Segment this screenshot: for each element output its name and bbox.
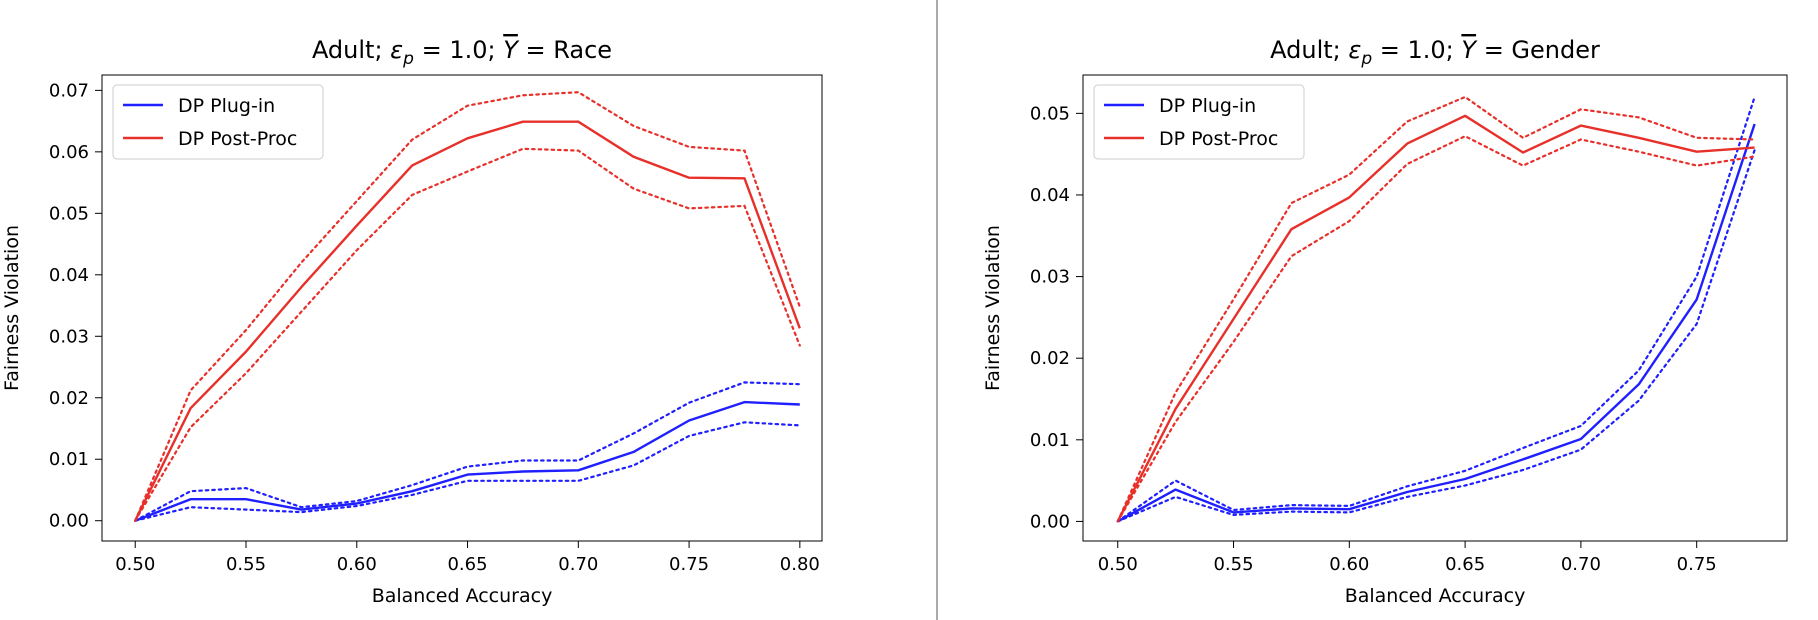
- y-tick-label: 0.06: [49, 142, 89, 163]
- y-tick-label: 0.05: [49, 203, 89, 224]
- series-lower-bound-line: [1116, 134, 1756, 523]
- y-axis-label: Fairness Violation: [1, 225, 23, 391]
- x-tick-label: 0.70: [1561, 554, 1601, 575]
- legend-box: [1093, 84, 1305, 160]
- legend-label: DP Post-Proc: [1159, 128, 1278, 150]
- y-tick-label: 0.02: [1030, 348, 1070, 369]
- legend-box: [112, 84, 324, 160]
- plot-frame: [101, 74, 823, 542]
- y-tick-label: 0.04: [49, 265, 89, 286]
- series-lower-bound-line: [134, 147, 801, 522]
- x-tick-label: 0.75: [1677, 554, 1717, 575]
- x-tick-label: 0.70: [558, 554, 598, 575]
- title-part: ε: [390, 36, 403, 64]
- x-axis-label: Balanced Accuracy: [372, 585, 553, 607]
- series-mean-line: [1116, 114, 1755, 522]
- x-tick-label: 0.50: [1098, 554, 1138, 575]
- series-upper-bound-line: [1116, 95, 1756, 523]
- title-part: = Race: [518, 36, 612, 64]
- series-lower-bound-line: [134, 421, 801, 522]
- title-part: ε: [1348, 36, 1361, 64]
- epsilon-subscript: p: [402, 49, 414, 69]
- x-tick-label: 0.65: [1445, 554, 1485, 575]
- y-tick-label: 0.00: [49, 511, 89, 532]
- series-mean-line: [134, 120, 801, 522]
- y-tick-label: 0.02: [49, 388, 89, 409]
- x-tick-label: 0.80: [780, 554, 820, 575]
- x-axis-label: Balanced Accuracy: [1345, 585, 1526, 607]
- x-tick-label: 0.50: [115, 554, 155, 575]
- chart-gender: 0.50 0.55 0.60 0.65 0.70 0.75 0.00 0.01 0.02 0.03…: [982, 36, 1788, 607]
- series-upper-bound-line: [1116, 95, 1756, 523]
- y-tick-label: 0.00: [1030, 511, 1070, 532]
- y-axis-label: Fairness Violation: [982, 225, 1004, 391]
- y-tick-label: 0.03: [1030, 267, 1070, 288]
- legend-label: DP Plug-in: [1159, 95, 1256, 117]
- ybar-symbol: Y: [503, 36, 520, 64]
- title-part: Adult;: [312, 36, 390, 64]
- title-part: Adult;: [1270, 36, 1348, 64]
- y-tick-label: 0.04: [1030, 185, 1070, 206]
- legend-label: DP Plug-in: [178, 95, 275, 117]
- ybar-symbol: Y: [1461, 36, 1478, 64]
- y-tick-label: 0.05: [1030, 103, 1070, 124]
- y-tick-label: 0.01: [49, 449, 89, 470]
- epsilon-subscript: p: [1360, 49, 1372, 69]
- y-tick-label: 0.07: [49, 80, 89, 101]
- y-tick-label: 0.01: [1030, 430, 1070, 451]
- chart-title: Adult; εp = 1.0; Y = Race: [312, 36, 612, 69]
- title-part: = 1.0;: [414, 36, 503, 64]
- x-tick-label: 0.75: [669, 554, 709, 575]
- series-upper-bound-line: [134, 91, 801, 522]
- y-tick-label: 0.03: [49, 326, 89, 347]
- legend-label: DP Post-Proc: [178, 128, 297, 150]
- series-upper-bound-line: [134, 381, 801, 522]
- plot-frame: [1082, 74, 1788, 542]
- title-part: = Gender: [1476, 36, 1600, 64]
- x-tick-label: 0.65: [447, 554, 487, 575]
- series-lower-bound-line: [1116, 149, 1756, 523]
- x-tick-label: 0.55: [226, 554, 266, 575]
- x-tick-label: 0.60: [1329, 554, 1369, 575]
- x-tick-label: 0.55: [1213, 554, 1253, 575]
- chart-race: 0.50 0.55 0.60 0.65 0.70 0.75 0.80 0.00 0.01 0.02…: [1, 36, 823, 607]
- series-mean-line: [1117, 123, 1756, 523]
- chart-title: Adult; εp = 1.0; Y = Gender: [1270, 36, 1600, 69]
- series-mean-line: [134, 400, 800, 522]
- title-part: = 1.0;: [1372, 36, 1461, 64]
- x-tick-label: 0.60: [337, 554, 377, 575]
